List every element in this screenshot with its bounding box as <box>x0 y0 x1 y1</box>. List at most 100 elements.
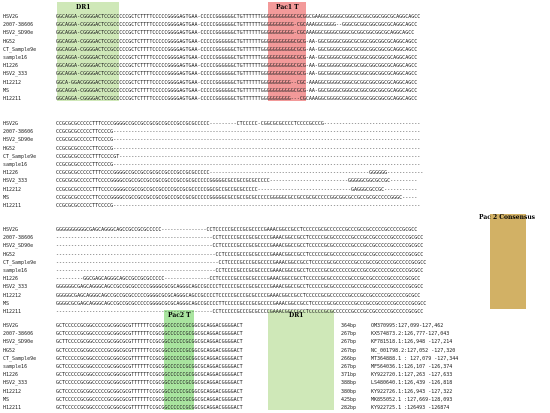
sequence-name: HG52 <box>3 145 16 152</box>
sequence-string: CCGCGCGCCCCCTTTCCCCGGGGCCGCCGCCGCCGCCCCG… <box>56 186 418 193</box>
sequence-name: HSV2_SD90e <box>3 137 34 144</box>
fragment-length: 266bp <box>341 355 357 362</box>
sequence-name: CT_Sample9e <box>3 355 37 362</box>
sequence-string: GCTCCCCCGCGGCCCCCGCGGCGCGTTTTTTCCGCGGCCC… <box>56 364 243 370</box>
sequence-name: H12212 <box>3 186 22 193</box>
sequence-string: ----------------------------------------… <box>56 259 427 266</box>
fragment-length: 364bp <box>341 323 357 329</box>
sequence-name: HSV2_SD90e <box>3 30 34 37</box>
sequence-string: GGCAGGA-CGGGGACTCCGCCCCCGCTCTTTTCCCCCGGG… <box>56 14 421 20</box>
sequence-name: sample16 <box>3 55 28 61</box>
sequence-name: HSV2G <box>3 323 19 329</box>
accession-range: MF564036.1:126,107 -126,374 <box>371 364 453 370</box>
sequence-string: ---------GGCGAGCAGGGCAGCCGCCGCGCCCCC----… <box>56 276 421 283</box>
dr1-top-highlight <box>57 2 119 101</box>
sequence-name: H12211 <box>3 405 22 411</box>
sequence-string: GCTCCCCCGCGGCCCCCGCGGCGCGTTTTTTCCGCGGCCC… <box>56 355 243 362</box>
accession-range: NC_001798.2:127,052 -127,320 <box>371 347 456 354</box>
sequence-name: 2007-38606 <box>3 235 34 242</box>
pac2-consensus-highlight <box>490 214 526 309</box>
accession-range: LS480640.1:126,439 -126,818 <box>371 380 453 387</box>
sequence-string: CCGCGCGCCCCCTTCCCCG---------------------… <box>56 203 421 209</box>
sequence-name: H1226 <box>3 63 19 70</box>
dr1-bottom-label: DR1 <box>289 312 304 319</box>
sequence-name: HG52 <box>3 347 16 354</box>
sequence-name: 2007-38606 <box>3 129 34 136</box>
accession-range: KY922720.1:127,263 -127,633 <box>371 372 453 379</box>
sequence-name: HG52 <box>3 251 16 258</box>
sequence-name: MS <box>3 300 10 307</box>
sequence-string: GCTCCCCCGCGGCCCCCGCGGCGCGTTTTTTCCGCGGCCC… <box>56 388 243 395</box>
sequence-string: GGCAGGA-CGGGGACTCCGCCCCCGCTCTTTTCCCCCGGG… <box>56 96 418 102</box>
sequence-name: HSV2_333 <box>3 284 28 291</box>
sequence-string: GCTCCCCCGCGGCCCCCGCGGCGCGTTTTTTCCGCGGCCC… <box>56 405 243 411</box>
sequence-name: 2007-38606 <box>3 331 34 338</box>
sequence-name: sample16 <box>3 364 28 370</box>
sequence-name: HSV2G <box>3 14 19 20</box>
sequence-string: GCTCCCCCGCGGCCCCCGCGGCGCGTTTTTTCCGCGGCCC… <box>56 396 243 403</box>
sequence-name: HG52 <box>3 38 16 45</box>
sequence-string: ----------------------------------------… <box>56 235 424 242</box>
accession-range: KX574873.2:126,777-127,043 <box>371 331 450 338</box>
sequence-string: ----------------------------------------… <box>56 251 424 258</box>
sequence-name: CT_Sample9e <box>3 46 37 53</box>
sequence-name: HSV2_SD90e <box>3 243 34 250</box>
sequence-name: sample16 <box>3 268 28 274</box>
sequence-string: GCTCCCCCGCGGCCCCCGCGGCGCGTTTTTTCCGCGGCCC… <box>56 380 243 387</box>
fragment-length: 388bp <box>341 380 357 387</box>
sequence-name: CT_Sample9e <box>3 259 37 266</box>
sequence-name: sample16 <box>3 162 28 168</box>
sequence-string: GCTCCCCCGCGGCCCCCGCGGCGCGTTTTTTCCGCGGCCC… <box>56 323 243 329</box>
fragment-length: 371bp <box>341 372 357 379</box>
pac1-t-label: Pac1 T <box>276 4 299 11</box>
sequence-name: H12212 <box>3 388 22 395</box>
sequence-string: CCGCGCGCCCCCTTTCCCCGGGGCCGCCGCCGCGCCGCCC… <box>56 121 421 127</box>
accession-range: OM370995:127,099-127,462 <box>371 323 444 329</box>
accession-range: MT364888.1 : 127,079 -127,344 <box>371 355 459 362</box>
sequence-string: GGCAGGA-CGGGGACTCCGCCCCCGCTCTTTTCCCCCGGG… <box>56 71 418 78</box>
sequence-name: H12211 <box>3 203 22 209</box>
sequence-string: CCGCGCGCCCCCTTCCCCG---------------------… <box>56 162 421 168</box>
sequence-string: GGCAGGA-CGGGGACTCCGCCCCCGCTCTTTTCCCCCGGG… <box>56 63 418 70</box>
fragment-length: 380bp <box>341 388 357 395</box>
sequence-string: ----------------------------------------… <box>56 309 424 315</box>
fragment-length: 267bp <box>341 364 357 370</box>
sequence-name: HSV2G <box>3 121 19 127</box>
sequence-string: ----------------------------------------… <box>56 243 424 250</box>
sequence-string: GCTCCCCCGCGGCCCCCGCGGCGCGTTTTTTCCGCGGCCC… <box>56 347 243 354</box>
accession-range: KY922725.1 :126493 -126874 <box>371 405 450 411</box>
sequence-name: H12211 <box>3 309 22 315</box>
sequence-string: GGGGGGGGGGCGAGCAGGGCAGCCGCCGCGCCCCC-----… <box>56 227 418 233</box>
sequence-name: HSV2_333 <box>3 380 28 387</box>
sequence-string: GGCAGGA-CGGGGACTCCGCCCCCGCTCTTTTCCCCCGGG… <box>56 55 418 61</box>
sequence-name: H1226 <box>3 372 19 379</box>
sequence-string: CCGCGCGCCCCCTTCCCCG---------------------… <box>56 145 421 152</box>
sequence-name: CT_Sample9e <box>3 153 37 160</box>
pac2-t-highlight <box>164 310 194 410</box>
sequence-name: MS <box>3 396 10 403</box>
fragment-length: 425bp <box>341 396 357 403</box>
fragment-length: 267bp <box>341 339 357 346</box>
fragment-length: 267bp <box>341 347 357 354</box>
sequence-string: CCGCGCGCCCCCTTTCCCCGGGGCCGCCGCCGCGCCGCCC… <box>56 170 424 177</box>
sequence-string: GGCAGGA-CGGGGACTCCGCCCCCGCTCTTTTCCCCCGGG… <box>56 22 418 29</box>
fragment-length: 282bp <box>341 405 357 411</box>
sequence-string: ----------------------------------------… <box>56 268 424 274</box>
sequence-string: GGCAGGA-CGGGGACTCCGCCCCCGCTCTTTTCCCCCGGG… <box>56 38 418 45</box>
sequence-name: H1226 <box>3 170 19 177</box>
sequence-name: H12211 <box>3 96 22 102</box>
sequence-string: CCGCGCGCCCCCTTCCCCG---------------------… <box>56 137 421 144</box>
sequence-string: CCGCGCGCCCCCTTCCCCGGGGCCGCCGCCGCCGCCGCCC… <box>56 178 418 185</box>
sequence-name: HSV2_333 <box>3 71 28 78</box>
accession-range: KY922726.1:126,943 -127,322 <box>371 388 453 395</box>
dr1-top-label: DR1 <box>76 4 91 11</box>
sequence-name: HSV2_SD90e <box>3 339 34 346</box>
fragment-length: 267bp <box>341 331 357 338</box>
sequence-string: GGCA-GGACGGGGACTCCGCCCCCGCTCTTTTCCCCCGGG… <box>56 79 418 86</box>
sequence-string: GGGGGGCGAGCAGGGCAGCCGCCGCGCCCCCGGGGCGCGC… <box>56 284 424 291</box>
sequence-name: HSV2G <box>3 227 19 233</box>
sequence-string: GGCAGGA-CGGGGACTCCGCCCCCGCTCTTTTCCCCCGGG… <box>56 46 418 53</box>
sequence-name: MS <box>3 87 10 94</box>
sequence-name: HSV2_333 <box>3 178 28 185</box>
